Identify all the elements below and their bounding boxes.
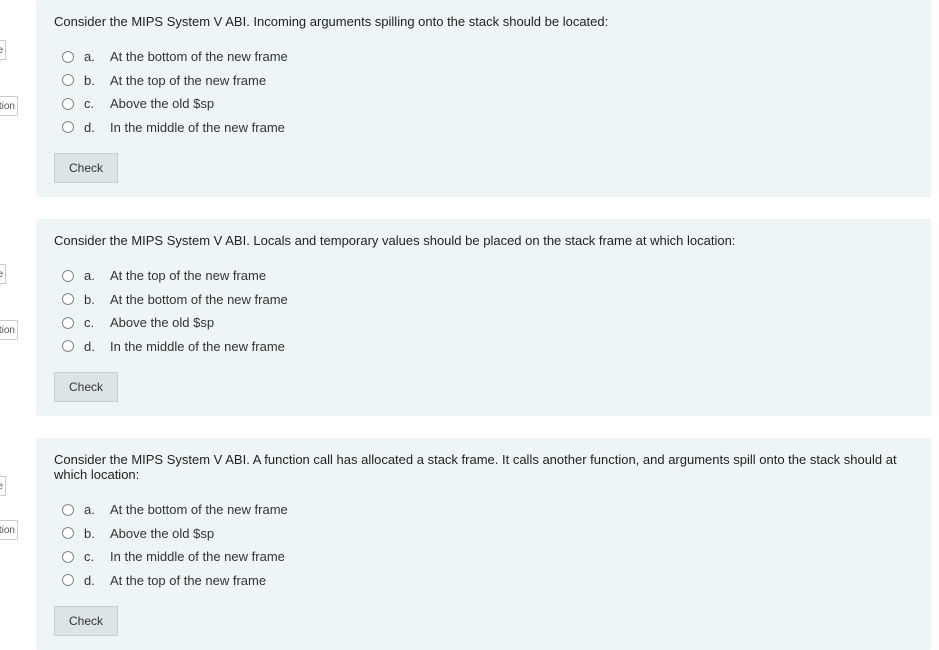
option-text: At the top of the new frame: [110, 71, 266, 91]
left-tab-fragment[interactable]: e: [0, 476, 6, 496]
option-letter: a.: [84, 500, 100, 520]
option-text: In the middle of the new frame: [110, 118, 285, 138]
radio-button[interactable]: [62, 551, 74, 563]
option-text: Above the old $sp: [110, 94, 214, 114]
question-prompt: Consider the MIPS System V ABI. Incoming…: [54, 14, 913, 29]
radio-button[interactable]: [62, 121, 74, 133]
option-text: In the middle of the new frame: [110, 547, 285, 567]
radio-button[interactable]: [62, 527, 74, 539]
radio-button[interactable]: [62, 317, 74, 329]
radio-button[interactable]: [62, 98, 74, 110]
option-text: At the bottom of the new frame: [110, 47, 288, 67]
option-letter: d.: [84, 118, 100, 138]
options-list: a. At the bottom of the new frame b. At the…: [62, 45, 913, 139]
option-letter: a.: [84, 47, 100, 67]
option-row: c. Above the old $sp: [62, 311, 913, 335]
option-row: d. In the middle of the new frame: [62, 335, 913, 359]
radio-button[interactable]: [62, 574, 74, 586]
option-row: c. In the middle of the new frame: [62, 545, 913, 569]
option-row: b. Above the old $sp: [62, 522, 913, 546]
check-button[interactable]: Check: [54, 372, 118, 402]
question-prompt: Consider the MIPS System V ABI. Locals a…: [54, 233, 913, 248]
left-tab-fragment[interactable]: tion: [0, 320, 18, 340]
option-text: Above the old $sp: [110, 313, 214, 333]
options-list: a. At the bottom of the new frame b. Above …: [62, 498, 913, 592]
option-row: a. At the top of the new frame: [62, 264, 913, 288]
option-row: b. At the top of the new frame: [62, 69, 913, 93]
option-letter: a.: [84, 266, 100, 286]
question-block: Consider the MIPS System V ABI. A functi…: [36, 438, 931, 650]
option-letter: b.: [84, 524, 100, 544]
option-letter: b.: [84, 71, 100, 91]
question-prompt: Consider the MIPS System V ABI. A functi…: [54, 452, 913, 482]
option-text: At the bottom of the new frame: [110, 290, 288, 310]
radio-button[interactable]: [62, 504, 74, 516]
option-text: In the middle of the new frame: [110, 337, 285, 357]
option-row: a. At the bottom of the new frame: [62, 45, 913, 69]
question-block: Consider the MIPS System V ABI. Locals a…: [36, 219, 931, 416]
option-text: At the top of the new frame: [110, 266, 266, 286]
option-text: At the top of the new frame: [110, 571, 266, 591]
option-row: a. At the bottom of the new frame: [62, 498, 913, 522]
radio-button[interactable]: [62, 51, 74, 63]
left-tab-fragment[interactable]: e: [0, 40, 6, 60]
left-tab-fragment[interactable]: tion: [0, 520, 18, 540]
option-row: b. At the bottom of the new frame: [62, 288, 913, 312]
option-text: Above the old $sp: [110, 524, 214, 544]
option-letter: c.: [84, 313, 100, 333]
content-area: Consider the MIPS System V ABI. Incoming…: [0, 0, 939, 650]
radio-button[interactable]: [62, 74, 74, 86]
check-button[interactable]: Check: [54, 606, 118, 636]
check-button[interactable]: Check: [54, 153, 118, 183]
option-letter: b.: [84, 290, 100, 310]
option-row: c. Above the old $sp: [62, 92, 913, 116]
radio-button[interactable]: [62, 270, 74, 282]
radio-button[interactable]: [62, 340, 74, 352]
option-letter: c.: [84, 94, 100, 114]
question-block: Consider the MIPS System V ABI. Incoming…: [36, 0, 931, 197]
option-text: At the bottom of the new frame: [110, 500, 288, 520]
option-row: d. In the middle of the new frame: [62, 116, 913, 140]
option-letter: c.: [84, 547, 100, 567]
option-row: d. At the top of the new frame: [62, 569, 913, 593]
option-letter: d.: [84, 337, 100, 357]
radio-button[interactable]: [62, 293, 74, 305]
left-tab-fragment[interactable]: tion: [0, 96, 18, 116]
options-list: a. At the top of the new frame b. At the bo…: [62, 264, 913, 358]
left-tab-fragment[interactable]: e: [0, 264, 6, 284]
option-letter: d.: [84, 571, 100, 591]
